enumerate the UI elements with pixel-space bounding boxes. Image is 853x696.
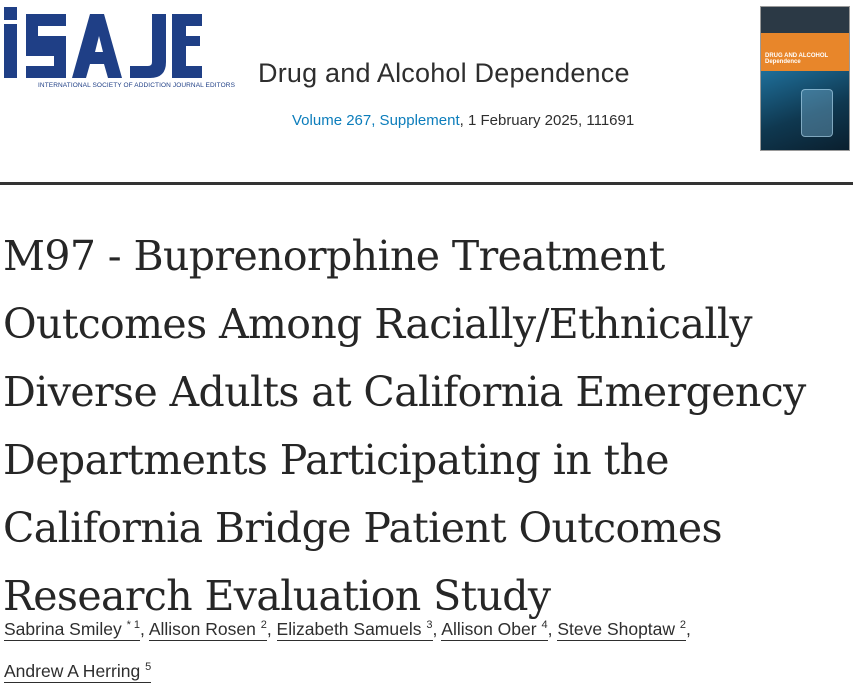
author-name: Elizabeth Samuels — [276, 618, 422, 639]
author-link[interactable]: Elizabeth Samuels 3 — [276, 618, 433, 641]
logo-caption: INTERNATIONAL SOCIETY OF ADDICTION JOURN… — [38, 82, 236, 89]
issue-line: Volume 267, Supplement, 1 February 2025,… — [292, 112, 634, 129]
issue-detail: , 1 February 2025, 111691 — [459, 112, 635, 129]
author-link[interactable]: Allison Rosen 2 — [148, 618, 267, 641]
article-title: M97 - Buprenorphine Treatment Outcomes A… — [3, 232, 806, 620]
author-affiliation-sup: 2 — [679, 619, 687, 631]
journal-header: INTERNATIONAL SOCIETY OF ADDICTION JOURN… — [0, 0, 853, 186]
author-link[interactable]: Sabrina Smiley * 1 — [4, 618, 141, 641]
author-link[interactable]: Andrew A Herring 5 — [4, 660, 152, 683]
cover-glass-shape — [801, 89, 833, 137]
author-name: Andrew A Herring — [4, 660, 141, 681]
isaje-logo[interactable]: INTERNATIONAL SOCIETY OF ADDICTION JOURN… — [4, 4, 235, 96]
author-name: Steve Shoptaw — [557, 618, 676, 639]
journal-cover-image[interactable]: DRUG AND ALCOHOL Dependence — [760, 6, 850, 151]
author-name: Allison Rosen — [148, 618, 256, 639]
author-affiliation-sup: 2 — [260, 619, 267, 631]
author-affiliation-sup: 4 — [541, 619, 548, 631]
author-name: Sabrina Smiley — [4, 618, 122, 639]
author-affiliation-sup: 5 — [145, 660, 152, 673]
author-affiliation-sup: * 1 — [126, 619, 141, 631]
isaje-logo-mark — [4, 7, 202, 78]
author-name: Allison Ober — [441, 618, 537, 639]
author-affiliation-sup: 3 — [426, 619, 433, 631]
journal-block: Drug and Alcohol Dependence — [258, 58, 678, 89]
cover-orange-band — [761, 33, 849, 71]
cover-top-band — [761, 7, 849, 33]
header-divider — [0, 182, 853, 185]
author-link[interactable]: Allison Ober 4 — [441, 618, 548, 641]
author-list: Sabrina Smiley * 1, Allison Rosen 2, Eli… — [4, 618, 691, 683]
cover-title: DRUG AND ALCOHOL Dependence — [765, 53, 829, 65]
volume-link[interactable]: Volume 267, Supplement — [292, 112, 460, 129]
author-link[interactable]: Steve Shoptaw 2 — [557, 618, 687, 641]
journal-title-link[interactable]: Drug and Alcohol Dependence — [258, 58, 630, 88]
